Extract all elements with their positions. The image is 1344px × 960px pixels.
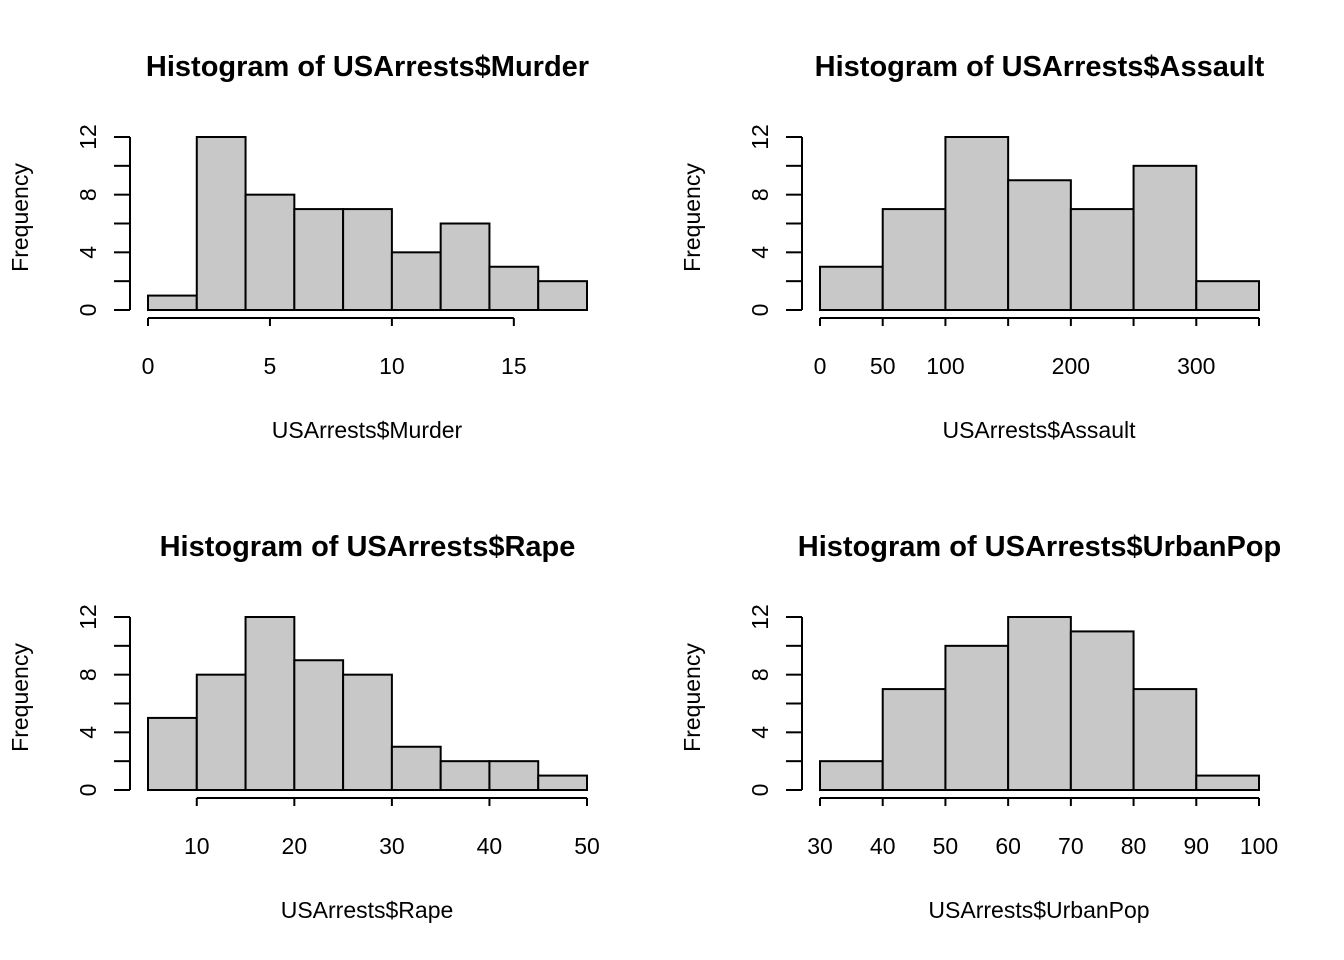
x-tick-label: 50: [574, 833, 600, 859]
y-tick-label: 8: [75, 188, 101, 201]
y-tick-label: 0: [747, 784, 773, 797]
y-axis-label: Frequency: [679, 163, 705, 272]
chart-title: Histogram of USArrests$UrbanPop: [798, 531, 1281, 563]
x-tick-label: 40: [870, 833, 896, 859]
x-axis-label: USArrests$Assault: [942, 417, 1136, 443]
histogram-bar: [537, 280, 589, 311]
histogram-bar: [1132, 688, 1198, 791]
histogram-bar: [881, 688, 947, 791]
histogram-bar: [244, 616, 296, 791]
histogram-bar: [819, 265, 884, 311]
x-tick-label: 100: [926, 353, 964, 379]
x-tick-label: 40: [477, 833, 503, 859]
histogram-bar: [244, 193, 296, 312]
histogram-bar: [819, 760, 884, 792]
histogram-bar: [342, 673, 393, 792]
x-tick-label: 0: [814, 353, 827, 379]
x-axis-label: USArrests$UrbanPop: [928, 897, 1149, 923]
histogram-panel-rape: Histogram of USArrests$Rape 10 20 30 40 50 0 4 8…: [7, 531, 600, 923]
histogram-bar: [488, 265, 540, 311]
y-tick-label: 12: [747, 604, 773, 630]
histogram-bar: [195, 136, 247, 311]
x-tick-label: 60: [995, 833, 1021, 859]
histogram-bar: [293, 208, 345, 311]
histogram-bar: [537, 774, 589, 791]
x-tick-label: 70: [1058, 833, 1084, 859]
x-tick-label: 200: [1052, 353, 1090, 379]
x-tick-label: 10: [379, 353, 405, 379]
histogram-bar: [390, 251, 442, 311]
histogram-bar: [881, 208, 947, 311]
histogram-bar: [1132, 164, 1198, 311]
y-tick-label: 4: [75, 726, 101, 739]
x-tick-label: 80: [1121, 833, 1147, 859]
x-tick-label: 50: [933, 833, 959, 859]
y-tick-label: 12: [75, 604, 101, 630]
chart-title: Histogram of USArrests$Murder: [146, 51, 589, 83]
histogram-bar: [1195, 280, 1261, 311]
x-tick-label: 100: [1240, 833, 1278, 859]
y-tick-label: 4: [747, 246, 773, 259]
x-tick-label: 15: [501, 353, 527, 379]
y-tick-label: 0: [747, 304, 773, 317]
y-axis-label: Frequency: [7, 643, 33, 752]
histogram-bar: [944, 136, 1010, 311]
histogram-bar: [944, 644, 1010, 791]
y-tick-label: 12: [747, 124, 773, 150]
y-axis-label: Frequency: [679, 643, 705, 752]
x-tick-label: 30: [807, 833, 833, 859]
x-tick-label: 30: [379, 833, 405, 859]
x-tick-label: 50: [870, 353, 896, 379]
y-tick-label: 0: [75, 784, 101, 797]
histogram-bar: [390, 745, 442, 791]
y-tick-label: 4: [747, 726, 773, 739]
chart-title: Histogram of USArrests$Rape: [160, 531, 576, 563]
histogram-bar: [1007, 616, 1072, 791]
histogram-panel-assault: Histogram of USArrests$Assault 0 50 100 200 3…: [679, 51, 1265, 443]
y-tick-label: 12: [75, 124, 101, 150]
chart-title: Histogram of USArrests$Assault: [815, 51, 1265, 83]
x-tick-label: 300: [1177, 353, 1215, 379]
y-tick-label: 4: [75, 246, 101, 259]
y-tick-label: 8: [75, 668, 101, 681]
histogram-bar: [1069, 208, 1135, 311]
histogram-bar: [1195, 774, 1261, 791]
y-tick-label: 8: [747, 668, 773, 681]
histogram-bar: [195, 673, 247, 792]
x-tick-label: 10: [184, 833, 210, 859]
x-tick-label: 90: [1183, 833, 1209, 859]
histogram-bar: [147, 294, 198, 312]
x-tick-label: 20: [282, 833, 308, 859]
histogram-bar: [439, 222, 491, 311]
x-tick-label: 0: [142, 353, 155, 379]
histogram-bar: [439, 760, 491, 792]
x-axis-label: USArrests$Rape: [281, 897, 454, 923]
histogram-bar: [1069, 630, 1135, 792]
y-axis-label: Frequency: [7, 163, 33, 272]
histogram-bar: [293, 659, 345, 791]
x-axis-label: USArrests$Murder: [272, 417, 463, 443]
y-tick-label: 0: [75, 304, 101, 317]
histogram-bar: [147, 716, 198, 792]
y-tick-label: 8: [747, 188, 773, 201]
histogram-bar: [1007, 179, 1072, 311]
histogram-bar: [488, 760, 540, 792]
x-tick-label: 5: [264, 353, 277, 379]
histogram-panel-murder: Histogram of USArrests$Murder 0 5 10 15 0 4 8 12…: [7, 51, 589, 443]
histogram-bar: [342, 208, 393, 311]
